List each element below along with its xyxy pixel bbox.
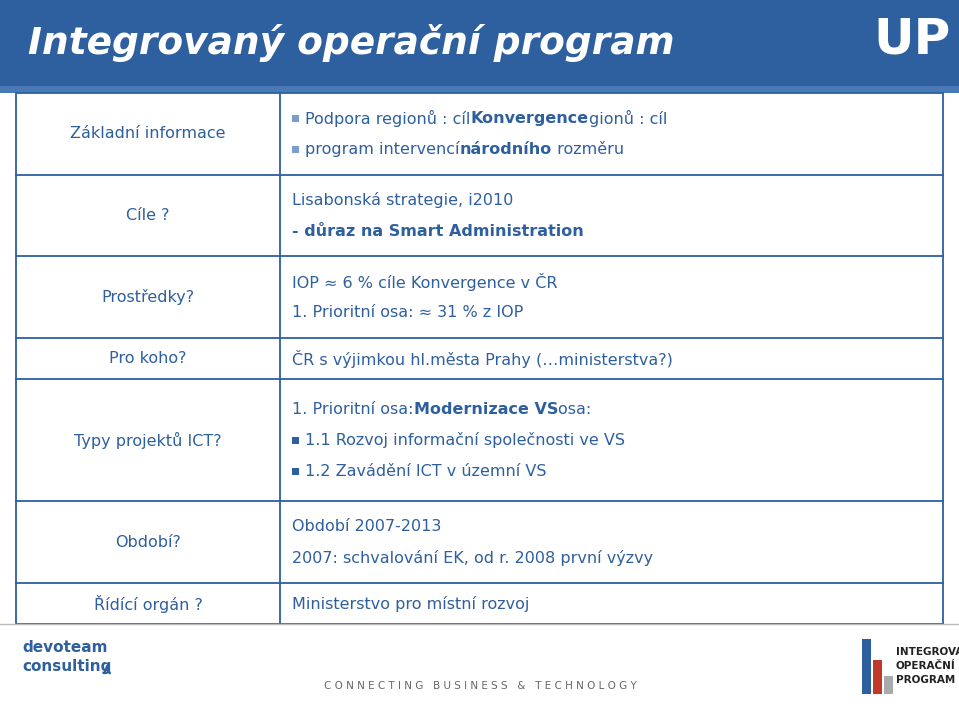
Text: Podpora regionů : cíl: Podpora regionů : cíl [305, 110, 471, 127]
Text: Cíle ?: Cíle ? [127, 208, 170, 223]
Text: C O N N E C T I N G   B U S I N E S S   &   T E C H N O L O G Y: C O N N E C T I N G B U S I N E S S & T … [323, 681, 637, 691]
Text: ČR s výjimkou hl.města Prahy (…ministerstva?): ČR s výjimkou hl.města Prahy (…ministers… [292, 349, 673, 368]
FancyBboxPatch shape [873, 660, 882, 694]
Text: Období?: Období? [115, 535, 181, 550]
FancyBboxPatch shape [884, 676, 893, 694]
Text: Konvergence: Konvergence [471, 111, 589, 126]
Text: Prostředky?: Prostředky? [102, 289, 195, 305]
Text: 1.2 Zavádění ICT v územní VS: 1.2 Zavádění ICT v územní VS [305, 463, 547, 478]
Text: Období 2007-2013: Období 2007-2013 [292, 519, 441, 534]
Text: rozměru: rozměru [552, 142, 624, 157]
Text: Typy projektů ICT?: Typy projektů ICT? [74, 432, 222, 448]
Text: Pro koho?: Pro koho? [109, 351, 187, 366]
FancyBboxPatch shape [292, 468, 299, 475]
Text: IOP ≈ 6 % cíle Konvergence v ČR: IOP ≈ 6 % cíle Konvergence v ČR [292, 273, 558, 291]
Text: program intervencí: program intervencí [305, 141, 459, 157]
Text: národního: národního [459, 142, 552, 157]
FancyBboxPatch shape [0, 0, 959, 86]
Text: UP: UP [874, 16, 950, 64]
Text: Základní informace: Základní informace [70, 126, 226, 141]
Text: Řídící orgán ?: Řídící orgán ? [94, 595, 202, 613]
Text: devoteam: devoteam [22, 640, 107, 655]
Text: gionů : cíl: gionů : cíl [589, 110, 672, 127]
FancyBboxPatch shape [0, 86, 959, 93]
Text: 1.1 Rozvoj informační společnosti ve VS: 1.1 Rozvoj informační společnosti ve VS [305, 432, 625, 448]
Text: Ministerstvo pro místní rozvoj: Ministerstvo pro místní rozvoj [292, 595, 529, 612]
Text: PROGRAM: PROGRAM [896, 675, 955, 685]
Text: 1. Prioritní osa: ≈ 31 % z IOP: 1. Prioritní osa: ≈ 31 % z IOP [292, 306, 524, 321]
Text: Lisabonská strategie, i2010: Lisabonská strategie, i2010 [292, 192, 514, 208]
Text: 1. Prioritní osa:: 1. Prioritní osa: [292, 402, 413, 417]
FancyBboxPatch shape [292, 146, 299, 153]
FancyBboxPatch shape [292, 115, 299, 122]
Text: - důraz na Smart Administration: - důraz na Smart Administration [292, 223, 584, 238]
Text: consulting: consulting [22, 658, 111, 673]
Text: Integrovaný operační program: Integrovaný operační program [28, 24, 674, 62]
FancyBboxPatch shape [862, 639, 871, 694]
Text: OPERAČNÍ: OPERAČNÍ [896, 661, 956, 671]
Text: Modernizace VS: Modernizace VS [413, 402, 558, 417]
FancyBboxPatch shape [292, 437, 299, 443]
Text: 2007: schvalování EK, od r. 2008 první výzvy: 2007: schvalování EK, od r. 2008 první v… [292, 550, 653, 565]
Text: osa:: osa: [558, 402, 596, 417]
Text: INTEGROVANÝ: INTEGROVANÝ [896, 647, 959, 657]
